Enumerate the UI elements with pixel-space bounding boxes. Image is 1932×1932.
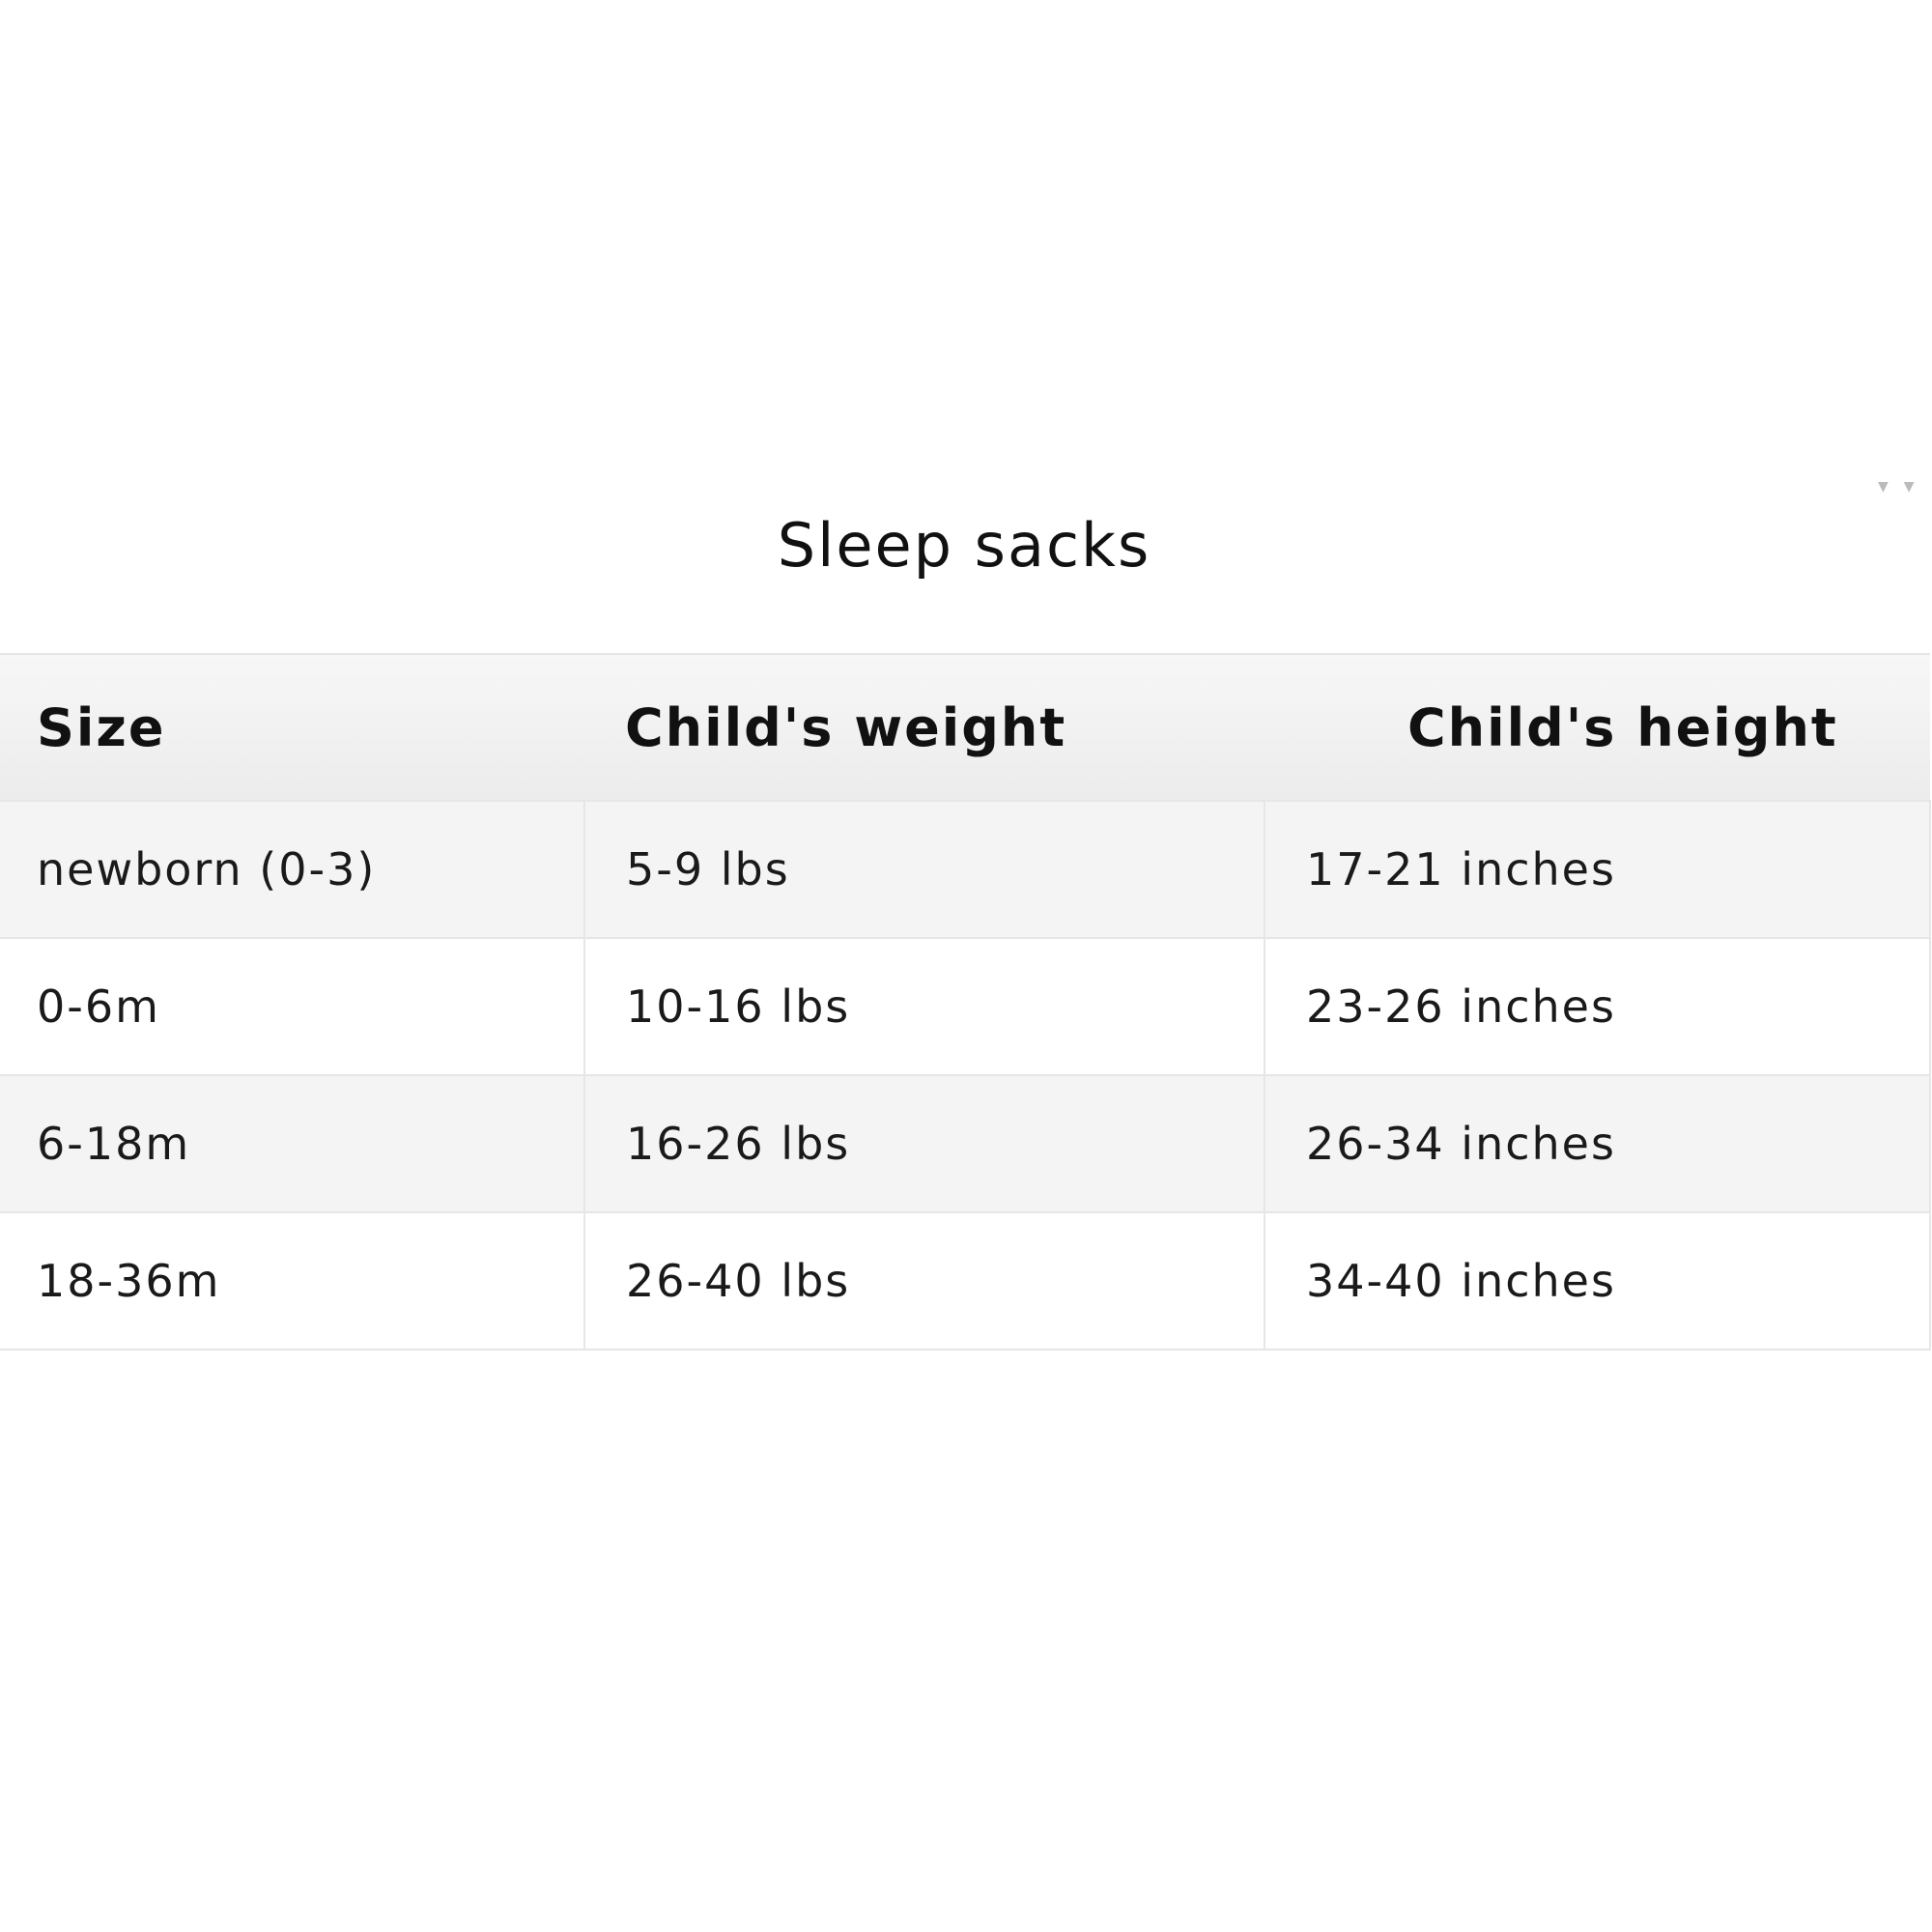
cell-height: 17-21 inches (1264, 800, 1931, 939)
table-row: 0-6m 10-16 lbs 23-26 inches (0, 937, 1931, 1076)
page-title: Sleep sacks (777, 510, 1151, 581)
cell-weight: 10-16 lbs (584, 937, 1265, 1076)
cell-weight: 16-26 lbs (584, 1074, 1265, 1213)
cell-weight: 5-9 lbs (584, 800, 1265, 939)
header-height: Child's height (1264, 653, 1930, 802)
cell-height: 34-40 inches (1264, 1211, 1931, 1350)
cell-size: 6-18m (0, 1074, 585, 1213)
table-row: newborn (0-3) 5-9 lbs 17-21 inches (0, 800, 1931, 939)
table-row: 6-18m 16-26 lbs 26-34 inches (0, 1074, 1931, 1213)
cell-size: newborn (0-3) (0, 800, 585, 939)
cell-height: 23-26 inches (1264, 937, 1931, 1076)
cell-height: 26-34 inches (1264, 1074, 1931, 1213)
table-row: 18-36m 26-40 lbs 34-40 inches (0, 1211, 1931, 1350)
header-size: Size (0, 653, 584, 802)
table-header-row: Size Child's weight Child's height (0, 653, 1930, 802)
chevron-down-icon[interactable]: ▼ (1903, 479, 1930, 495)
header-weight: Child's weight (584, 653, 1264, 802)
chevron-down-icon[interactable]: ▼ (1878, 479, 1904, 495)
size-chart-table: Size Child's weight Child's height newbo… (0, 653, 1931, 1350)
scroll-arrows[interactable]: ▼▼ (1878, 479, 1930, 495)
cell-size: 18-36m (0, 1211, 585, 1350)
cell-size: 0-6m (0, 937, 585, 1076)
cell-weight: 26-40 lbs (584, 1211, 1265, 1350)
